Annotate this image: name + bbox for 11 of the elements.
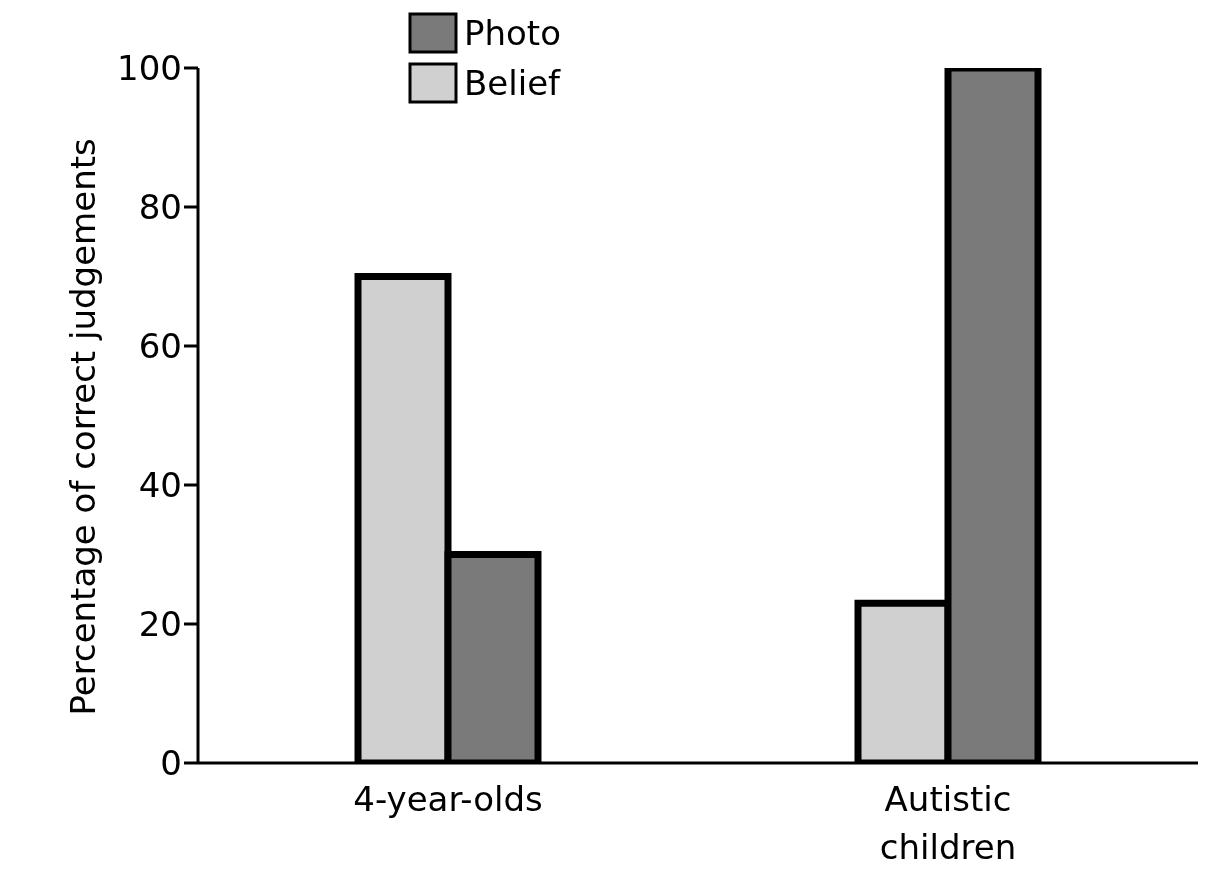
y-tick-label: 40 bbox=[138, 465, 182, 506]
x-tick-label: Autistic children bbox=[879, 779, 1017, 867]
y-tick-label: 100 bbox=[117, 48, 182, 89]
y-axis-title: Percentage of correct judgements bbox=[63, 138, 104, 716]
y-tick-label: 60 bbox=[138, 326, 182, 367]
x-tick-label: 4-year-olds bbox=[353, 779, 543, 819]
y-tick-label: 80 bbox=[138, 187, 182, 228]
y-tick-label: 20 bbox=[138, 604, 182, 645]
legend-label: Photo bbox=[464, 13, 561, 53]
legend-label: Belief bbox=[464, 63, 561, 103]
y-tick-label: 0 bbox=[160, 743, 182, 784]
